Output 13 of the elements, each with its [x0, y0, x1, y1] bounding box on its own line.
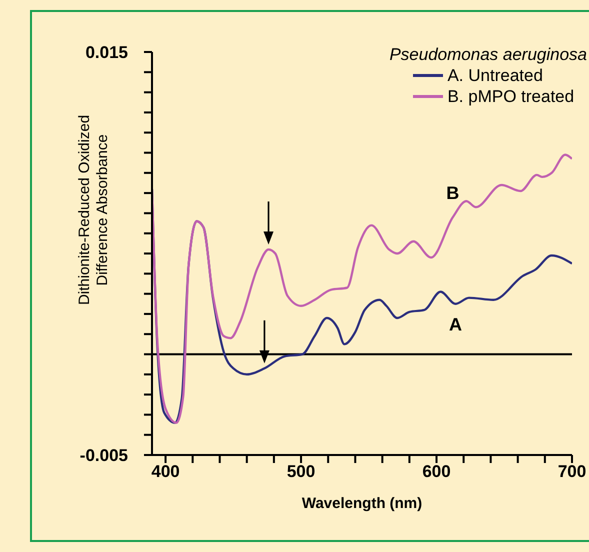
y-axis-title: Dithionite-Reduced Oxidized Difference Absorbance [76, 114, 112, 306]
x-tick-label: 600 [422, 462, 451, 482]
y-tick-label: 0.015 [85, 43, 128, 62]
x-tick-label: 400 [151, 462, 180, 482]
x-tick-label: 700 [558, 462, 586, 482]
annotation: B [446, 183, 460, 204]
annotation: A [448, 314, 462, 335]
x-axis-title: Wavelength (nm) [302, 495, 422, 512]
legend-title: Pseudomonas aeruginosa [389, 44, 587, 65]
legend-label: A. Untreated [447, 65, 543, 86]
x-tick-label: 500 [286, 462, 316, 482]
y-tick-label: -0.005 [80, 446, 128, 466]
legend-label: B. pMPO treated [447, 86, 574, 107]
